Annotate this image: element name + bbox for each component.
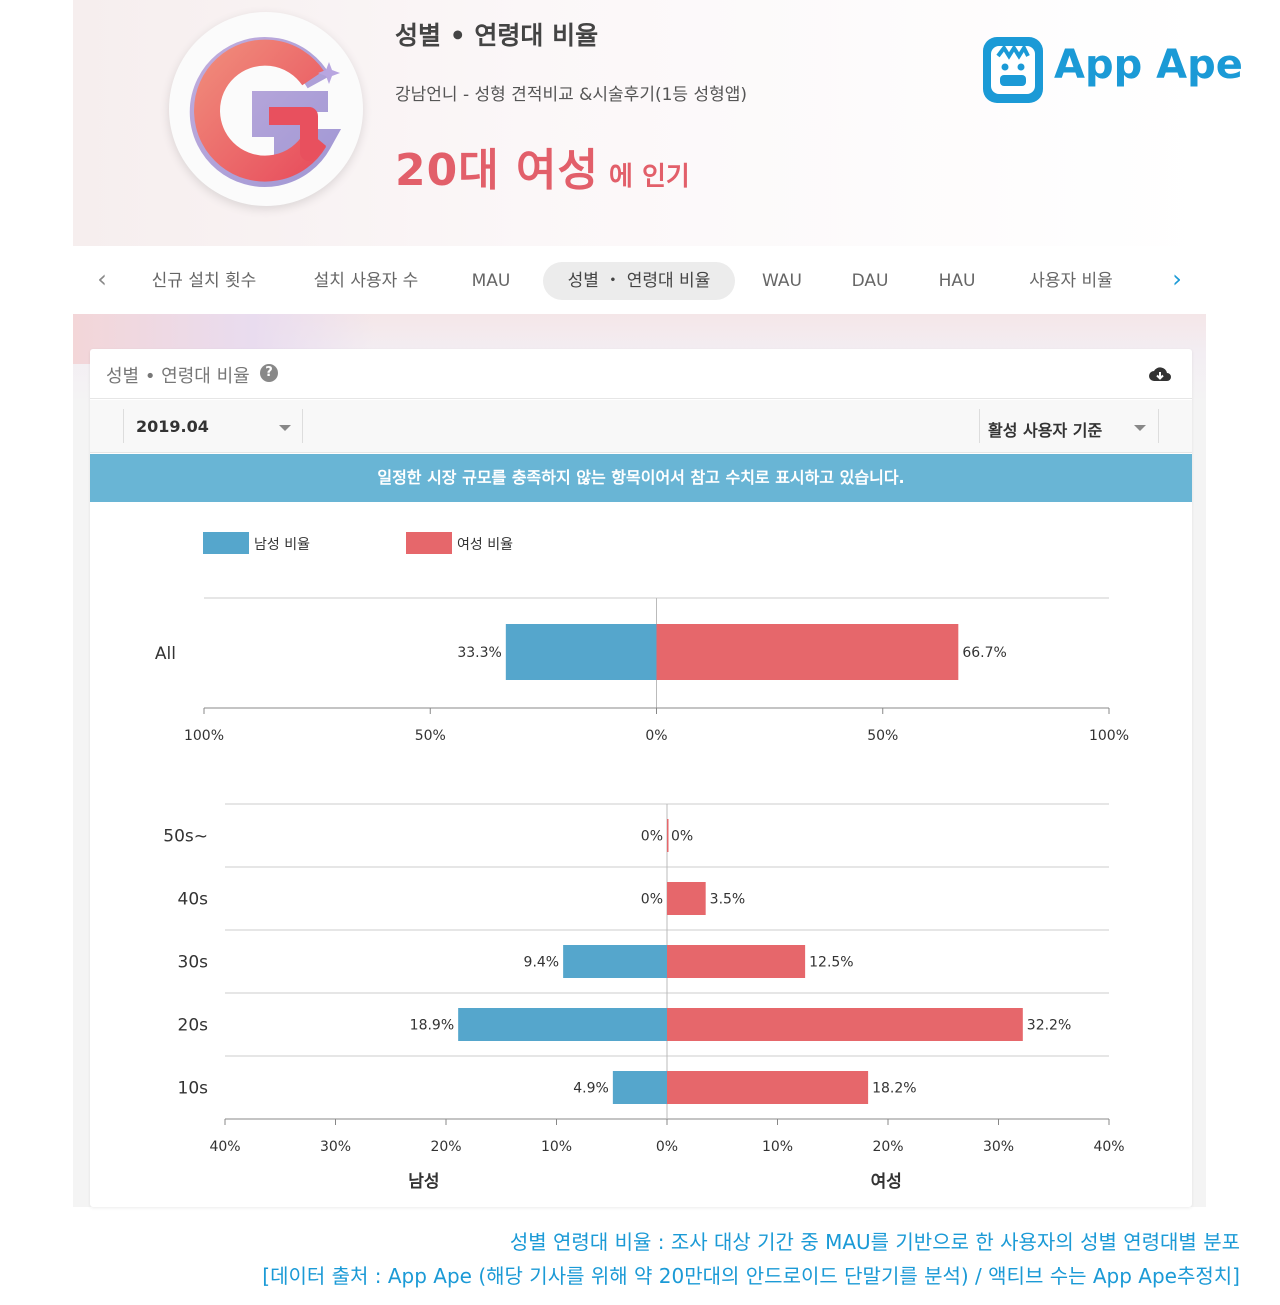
legend-label-male: 남성 비율 bbox=[254, 537, 310, 553]
app-name: 강남언니 - 성형 견적비교 &시술후기(1등 성형앱) bbox=[395, 85, 748, 105]
tab-bar: ‹ 신규 설치 횟수 설치 사용자 수 MAU 성별 ・ 연령대 비율 WAU … bbox=[73, 246, 1206, 314]
x-tick-label: 40% bbox=[1093, 1139, 1124, 1155]
tab-installed-users[interactable]: 설치 사용자 수 bbox=[313, 271, 419, 291]
data-label-female: 12.5% bbox=[809, 955, 853, 971]
bar-female bbox=[667, 1008, 1023, 1041]
tab-user-ratio[interactable]: 사용자 비율 bbox=[1029, 271, 1113, 291]
chart-card: 성별 • 연령대 비율 ? 2019.04 활성 사용자 기준 일정한 시장 규… bbox=[90, 349, 1192, 1207]
popular-segment-suffix: 에 인기 bbox=[609, 162, 690, 192]
tab-wau[interactable]: WAU bbox=[762, 271, 802, 291]
bar-male bbox=[505, 624, 657, 680]
category-label: 30s bbox=[178, 953, 209, 973]
bar-female bbox=[667, 1071, 869, 1104]
data-label-male: 4.9% bbox=[573, 1081, 609, 1097]
basis-select-value: 활성 사용자 기준 bbox=[988, 421, 1103, 440]
card-header: 성별 • 연령대 비율 ? bbox=[90, 349, 1192, 399]
data-label-male: 18.9% bbox=[410, 1018, 454, 1034]
caption-definition: 성별 연령대 비율 : 조사 대상 기간 중 MAU를 기반으로 한 사용자의 … bbox=[509, 1230, 1240, 1254]
bar-female bbox=[667, 819, 669, 852]
bar-female bbox=[667, 882, 706, 915]
data-label-male: 0% bbox=[641, 892, 663, 908]
data-label-male: 33.3% bbox=[457, 645, 501, 661]
notice-banner: 일정한 시장 규모를 충족하지 않는 항목이어서 참고 수치로 표시하고 있습니… bbox=[90, 454, 1192, 502]
tab-gender-age[interactable]: 성별 ・ 연령대 비율 bbox=[543, 262, 735, 300]
chevron-down-icon bbox=[1134, 425, 1146, 431]
x-tick-label: 0% bbox=[656, 1139, 678, 1155]
popular-segment: 20대 여성 에 인기 bbox=[395, 134, 690, 198]
basis-select[interactable]: 활성 사용자 기준 bbox=[979, 409, 1159, 443]
brand-name: App Ape bbox=[1054, 42, 1243, 88]
data-label-female: 3.5% bbox=[710, 892, 746, 908]
tab-new-installs[interactable]: 신규 설치 횟수 bbox=[151, 271, 257, 291]
data-label-female: 32.2% bbox=[1027, 1018, 1071, 1034]
tab-prev-chevron-icon[interactable]: ‹ bbox=[97, 265, 107, 293]
category-label: 50s~ bbox=[163, 827, 208, 847]
monkey-logo-icon bbox=[983, 37, 1043, 103]
x-tick-label: 0% bbox=[645, 728, 667, 744]
brand-logo: App Ape bbox=[980, 34, 1243, 108]
data-label-male: 0% bbox=[641, 829, 663, 845]
tab-dau[interactable]: DAU bbox=[851, 271, 889, 291]
tab-hau[interactable]: HAU bbox=[938, 271, 976, 291]
date-select[interactable]: 2019.04 bbox=[123, 409, 303, 443]
x-tick-label: 50% bbox=[867, 728, 898, 744]
tab-mau[interactable]: MAU bbox=[471, 271, 511, 291]
popular-segment-value: 20대 여성 bbox=[395, 145, 599, 196]
x-axis-label-female: 여성 bbox=[871, 1172, 902, 1192]
category-label: 10s bbox=[178, 1079, 209, 1099]
date-select-value: 2019.04 bbox=[136, 417, 209, 436]
x-tick-label: 100% bbox=[1089, 728, 1129, 744]
bar-male bbox=[563, 945, 667, 978]
data-label-female: 66.7% bbox=[962, 645, 1006, 661]
bar-female bbox=[667, 945, 806, 978]
data-label-female: 0% bbox=[671, 829, 693, 845]
legend-label-female: 여성 비율 bbox=[457, 537, 513, 553]
category-label: All bbox=[155, 644, 176, 664]
bar-male bbox=[458, 1008, 667, 1041]
page-title: 성별 • 연령대 비율 bbox=[395, 21, 599, 50]
legend-swatch-female bbox=[406, 532, 452, 554]
x-tick-label: 100% bbox=[184, 728, 224, 744]
category-label: 20s bbox=[178, 1016, 209, 1036]
gender-age-chart: 남성 비율 여성 비율 All 33.3% 66.7% 100% 50% 0% 50% 100% 5… bbox=[155, 532, 1129, 1192]
help-icon[interactable]: ? bbox=[260, 364, 278, 382]
app-icon bbox=[169, 12, 363, 206]
category-label: 40s bbox=[178, 890, 209, 910]
caption-source: [데이터 출처 : App Ape (해당 기사를 위해 약 20만대의 안드로… bbox=[262, 1264, 1240, 1288]
x-tick-label: 30% bbox=[320, 1139, 351, 1155]
x-tick-label: 10% bbox=[541, 1139, 572, 1155]
filter-bar: 2019.04 활성 사용자 기준 bbox=[90, 400, 1192, 453]
x-tick-label: 10% bbox=[762, 1139, 793, 1155]
x-tick-label: 50% bbox=[415, 728, 446, 744]
x-tick-label: 30% bbox=[983, 1139, 1014, 1155]
bar-female bbox=[656, 624, 959, 680]
card-title: 성별 • 연령대 비율 bbox=[106, 366, 250, 387]
data-label-female: 18.2% bbox=[872, 1081, 916, 1097]
x-axis-label-male: 남성 bbox=[408, 1172, 439, 1192]
cloud-download-icon[interactable] bbox=[1148, 363, 1172, 385]
data-label-male: 9.4% bbox=[524, 955, 560, 971]
x-tick-label: 40% bbox=[209, 1139, 240, 1155]
chevron-down-icon bbox=[279, 425, 291, 431]
x-tick-label: 20% bbox=[872, 1139, 903, 1155]
bar-male bbox=[612, 1071, 667, 1104]
legend-swatch-male bbox=[203, 532, 249, 554]
tab-next-chevron-icon[interactable]: › bbox=[1172, 265, 1182, 293]
x-tick-label: 20% bbox=[430, 1139, 461, 1155]
